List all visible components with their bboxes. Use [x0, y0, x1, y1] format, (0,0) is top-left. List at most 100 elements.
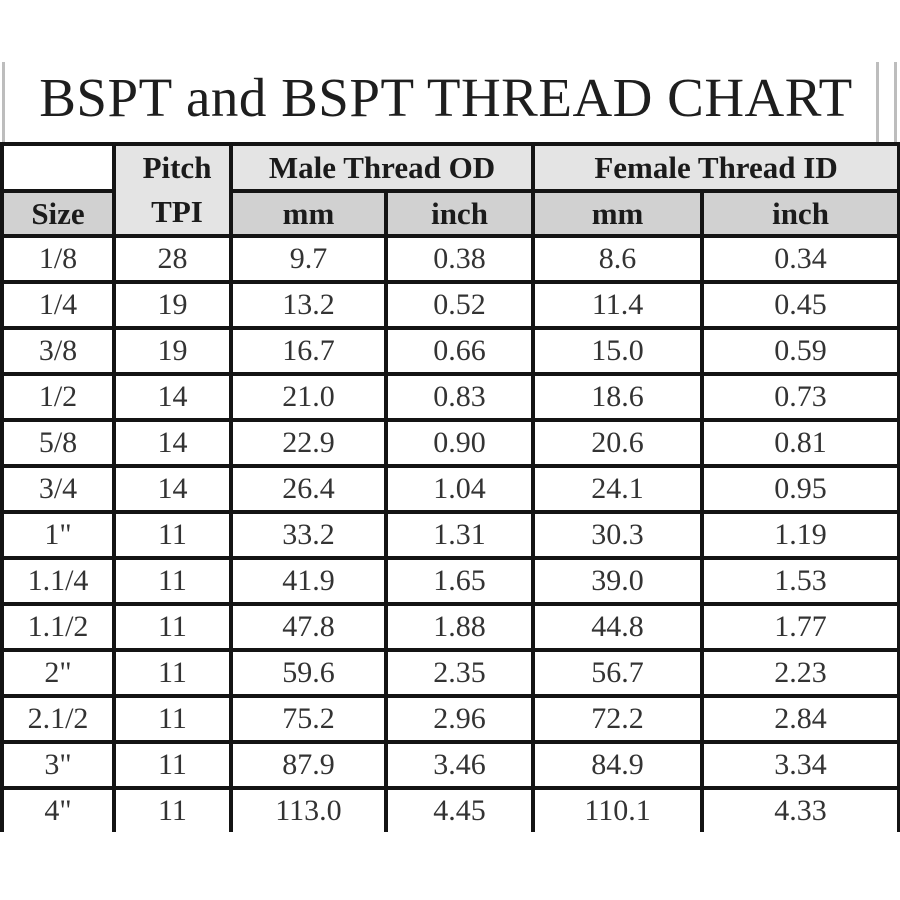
cell-size: 1" [0, 510, 116, 560]
cell-female-inch: 0.73 [700, 372, 900, 422]
cell-female-mm: 18.6 [531, 372, 705, 422]
cell-male-inch: 0.90 [383, 418, 536, 468]
cell-male-inch: 1.65 [383, 556, 536, 606]
cell-male-mm: 47.8 [229, 602, 388, 652]
male-inch-header: inch [383, 189, 536, 238]
cell-size: 2" [0, 648, 116, 698]
cell-tpi: 11 [112, 740, 233, 790]
corner-blank-cell [0, 141, 116, 194]
cell-male-inch: 0.52 [383, 280, 536, 330]
cell-male-mm: 75.2 [229, 694, 388, 744]
table-row: 3/4 14 26.4 1.04 24.1 0.95 [0, 464, 900, 514]
table-row: 3/8 19 16.7 0.66 15.0 0.59 [0, 326, 900, 376]
table-row: 4" 11 113.0 4.45 110.1 4.33 [0, 786, 900, 832]
table-row: 1/8 28 9.7 0.38 8.6 0.34 [0, 234, 900, 284]
cell-male-inch: 3.46 [383, 740, 536, 790]
cell-tpi: 14 [112, 372, 233, 422]
female-mm-header: mm [531, 189, 705, 238]
cell-tpi: 11 [112, 648, 233, 698]
scan-artifact-line-right-2 [894, 62, 897, 142]
cell-female-inch: 0.81 [700, 418, 900, 468]
cell-male-inch: 2.96 [383, 694, 536, 744]
table-row: 1.1/2 11 47.8 1.88 44.8 1.77 [0, 602, 900, 652]
cell-male-mm: 113.0 [229, 786, 388, 832]
cell-male-mm: 13.2 [229, 280, 388, 330]
cell-tpi: 11 [112, 786, 233, 832]
cell-female-mm: 24.1 [531, 464, 705, 514]
cell-male-mm: 41.9 [229, 556, 388, 606]
cell-male-inch: 0.83 [383, 372, 536, 422]
cell-size: 1/2 [0, 372, 116, 422]
cell-female-mm: 11.4 [531, 280, 705, 330]
cell-male-mm: 22.9 [229, 418, 388, 468]
cell-female-inch: 2.23 [700, 648, 900, 698]
cell-female-inch: 0.34 [700, 234, 900, 284]
pitch-tpi-header: Pitch TPI [112, 142, 233, 238]
cell-tpi: 11 [112, 694, 233, 744]
cell-female-inch: 0.59 [700, 326, 900, 376]
cell-size: 5/8 [0, 418, 116, 468]
male-mm-header: mm [229, 189, 388, 238]
cell-male-mm: 26.4 [229, 464, 388, 514]
cell-size: 3/8 [0, 326, 116, 376]
cell-tpi: 14 [112, 418, 233, 468]
cell-size: 4" [0, 786, 116, 832]
cell-female-inch: 3.34 [700, 740, 900, 790]
cell-male-inch: 0.38 [383, 234, 536, 284]
cell-male-mm: 59.6 [229, 648, 388, 698]
female-inch-header: inch [700, 189, 900, 238]
table-row: 1" 11 33.2 1.31 30.3 1.19 [0, 510, 900, 560]
cell-female-mm: 15.0 [531, 326, 705, 376]
cell-male-mm: 21.0 [229, 372, 388, 422]
cell-male-mm: 87.9 [229, 740, 388, 790]
thread-chart-table: Pitch TPI Male Thread OD Female Thread I… [0, 141, 900, 832]
cell-female-mm: 110.1 [531, 786, 705, 832]
cell-male-inch: 4.45 [383, 786, 536, 832]
cell-tpi: 19 [112, 280, 233, 330]
table-row: 2.1/2 11 75.2 2.96 72.2 2.84 [0, 694, 900, 744]
cell-female-mm: 84.9 [531, 740, 705, 790]
cell-male-mm: 16.7 [229, 326, 388, 376]
size-header: Size [0, 189, 116, 238]
table-row: 1/2 14 21.0 0.83 18.6 0.73 [0, 372, 900, 422]
cell-female-inch: 0.45 [700, 280, 900, 330]
male-thread-od-header: Male Thread OD [228, 141, 536, 194]
cell-male-inch: 2.35 [383, 648, 536, 698]
table-row: 5/8 14 22.9 0.90 20.6 0.81 [0, 418, 900, 468]
table-row: 3" 11 87.9 3.46 84.9 3.34 [0, 740, 900, 790]
cell-female-mm: 8.6 [531, 234, 705, 284]
pitch-header-label: Pitch [142, 150, 212, 185]
cell-female-mm: 56.7 [531, 648, 705, 698]
cell-tpi: 14 [112, 464, 233, 514]
cell-tpi: 28 [112, 234, 233, 284]
table-row: 2" 11 59.6 2.35 56.7 2.23 [0, 648, 900, 698]
cell-female-inch: 1.53 [700, 556, 900, 606]
tpi-header-label: TPI [151, 194, 203, 229]
cell-male-inch: 1.04 [383, 464, 536, 514]
sub-header-row: Size mm inch mm inch [0, 189, 900, 238]
cell-size: 1/4 [0, 280, 116, 330]
cell-male-mm: 33.2 [229, 510, 388, 560]
cell-female-inch: 0.95 [700, 464, 900, 514]
group-header-row: Pitch TPI Male Thread OD Female Thread I… [0, 141, 900, 238]
cell-female-mm: 44.8 [531, 602, 705, 652]
page-title: BSPT and BSPT THREAD CHART [39, 67, 853, 128]
cell-male-mm: 9.7 [229, 234, 388, 284]
cell-tpi: 11 [112, 556, 233, 606]
cell-male-inch: 1.88 [383, 602, 536, 652]
cell-male-inch: 1.31 [383, 510, 536, 560]
cell-size: 2.1/2 [0, 694, 116, 744]
cell-male-inch: 0.66 [383, 326, 536, 376]
cell-size: 3/4 [0, 464, 116, 514]
cell-size: 1.1/2 [0, 602, 116, 652]
cell-female-inch: 2.84 [700, 694, 900, 744]
table-row: 1/4 19 13.2 0.52 11.4 0.45 [0, 280, 900, 330]
cell-female-inch: 4.33 [700, 786, 900, 832]
cell-female-mm: 20.6 [531, 418, 705, 468]
cell-size: 1/8 [0, 234, 116, 284]
table-row: 1.1/4 11 41.9 1.65 39.0 1.53 [0, 556, 900, 606]
cell-tpi: 11 [112, 602, 233, 652]
female-thread-id-header: Female Thread ID [531, 141, 900, 194]
cell-size: 1.1/4 [0, 556, 116, 606]
